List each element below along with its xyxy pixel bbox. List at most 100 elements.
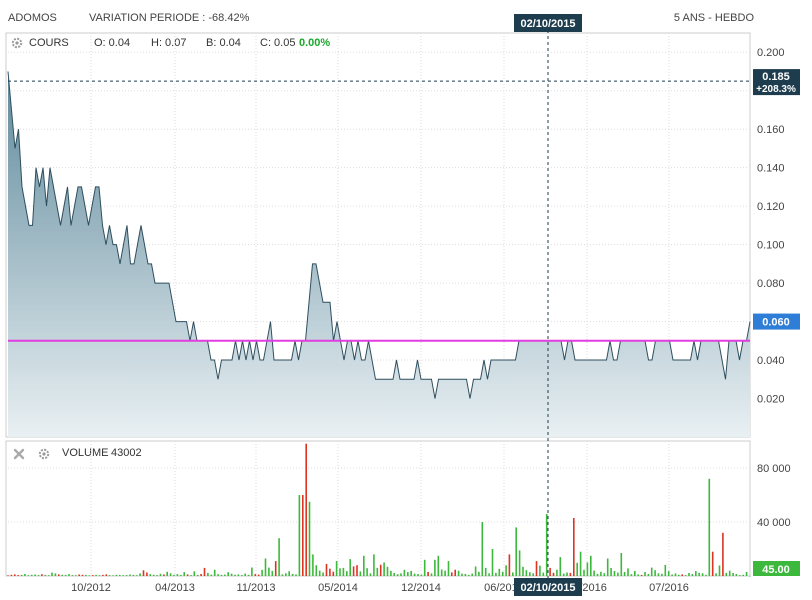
volume-bar <box>610 568 612 576</box>
volume-bar <box>119 574 121 576</box>
volume-bar <box>325 563 328 576</box>
volume-bar <box>630 574 633 576</box>
volume-bar <box>264 558 267 576</box>
volume-bar <box>298 495 301 576</box>
volume-bar <box>85 574 87 576</box>
price-tick-label: 0.040 <box>757 355 785 367</box>
volume-bar <box>495 572 497 576</box>
volume-bar <box>295 574 297 576</box>
volume-bar <box>376 567 379 576</box>
volume-bar <box>590 555 592 577</box>
volume-bar <box>508 554 511 576</box>
volume-bar <box>329 568 331 576</box>
volume-bar <box>393 573 395 576</box>
volume-bar <box>58 574 60 576</box>
volume-bar <box>139 573 141 576</box>
volume-bar <box>91 575 94 576</box>
volume-bar <box>173 574 175 576</box>
price-axis: 0.0200.0400.0600.0800.1000.1200.1400.160… <box>757 47 785 405</box>
volume-bars <box>7 443 751 577</box>
volume-bar <box>505 565 507 576</box>
volume-bar <box>47 575 50 576</box>
volume-bar <box>176 574 179 576</box>
volume-bar <box>37 575 40 576</box>
price-series-label: COURS <box>29 37 69 49</box>
volume-bar <box>169 573 172 576</box>
high-value: H: 0.07 <box>151 37 187 49</box>
volume-bar <box>386 566 389 576</box>
volume-bar <box>156 575 158 576</box>
volume-bar <box>274 561 277 576</box>
volume-bar <box>684 575 687 576</box>
volume-bar <box>417 574 419 576</box>
volume-bar <box>390 570 392 576</box>
volume-bar <box>41 574 43 576</box>
volume-bar <box>335 561 338 576</box>
volume-bar <box>437 555 440 577</box>
volume-bar <box>623 572 626 576</box>
volume-bar <box>478 571 480 576</box>
volume-bar <box>650 567 653 576</box>
volume-bar <box>244 573 246 576</box>
volume-bar <box>237 574 240 576</box>
volume-bar <box>14 574 16 576</box>
volume-bar <box>735 574 738 576</box>
volume-bar <box>596 574 599 576</box>
volume-bar <box>210 574 213 576</box>
crosshair-date-tag <box>514 14 582 32</box>
last-volume-tag <box>753 561 800 576</box>
volume-tick-label: 40 000 <box>757 517 791 529</box>
volume-bar <box>379 564 382 576</box>
volume-bar <box>583 569 585 576</box>
volume-bar <box>634 570 636 576</box>
volume-bar <box>122 575 124 576</box>
volume-bar <box>579 551 582 576</box>
volume-bar <box>257 574 260 576</box>
volume-bar <box>586 562 589 576</box>
volume-bar <box>678 574 680 576</box>
volume-bar <box>434 559 436 576</box>
volume-bar <box>739 575 741 576</box>
volume-bar <box>627 568 629 576</box>
crosshair-change-text: +208.3% <box>756 84 796 95</box>
volume-bar <box>180 574 182 576</box>
volume-bar <box>268 567 270 576</box>
volume-bar <box>471 573 473 576</box>
volume-bar <box>24 574 26 576</box>
volume-bar <box>203 567 206 576</box>
volume-bar <box>271 570 274 576</box>
volume-bar <box>667 571 670 576</box>
volume-bar <box>315 565 318 576</box>
crosshair-date-tag-bottom <box>514 578 582 596</box>
volume-bar <box>457 570 460 576</box>
volume-bar <box>227 572 229 576</box>
volume-bar <box>318 570 321 576</box>
close-icon[interactable] <box>13 448 25 460</box>
time-tick-label: 04/2013 <box>155 582 195 594</box>
volume-bar <box>484 567 487 576</box>
volume-bar <box>451 572 453 576</box>
period-label[interactable]: 5 ANS - HEBDO <box>673 12 754 24</box>
volume-bar <box>681 574 683 576</box>
volume-bar <box>44 574 47 576</box>
volume-bar <box>291 574 294 576</box>
volume-bar <box>81 574 84 576</box>
volume-bar <box>159 573 162 576</box>
volume-bar <box>640 574 643 576</box>
volume-bar <box>403 569 406 576</box>
volume-bar <box>20 574 23 576</box>
gear-icon[interactable] <box>11 37 23 49</box>
volume-bar <box>125 575 128 576</box>
price-tick-label: 0.020 <box>757 394 785 406</box>
volume-bar <box>613 571 616 576</box>
gear-icon[interactable] <box>38 448 50 460</box>
volume-bar <box>383 562 385 576</box>
open-value: O: 0.04 <box>94 37 131 49</box>
volume-bar <box>698 572 700 576</box>
volume-bar <box>400 573 402 576</box>
time-tick-label: 12/2014 <box>401 582 441 594</box>
price-tick-label: 0.080 <box>757 278 785 290</box>
volume-bar <box>251 567 253 576</box>
volume-bar <box>207 572 209 576</box>
